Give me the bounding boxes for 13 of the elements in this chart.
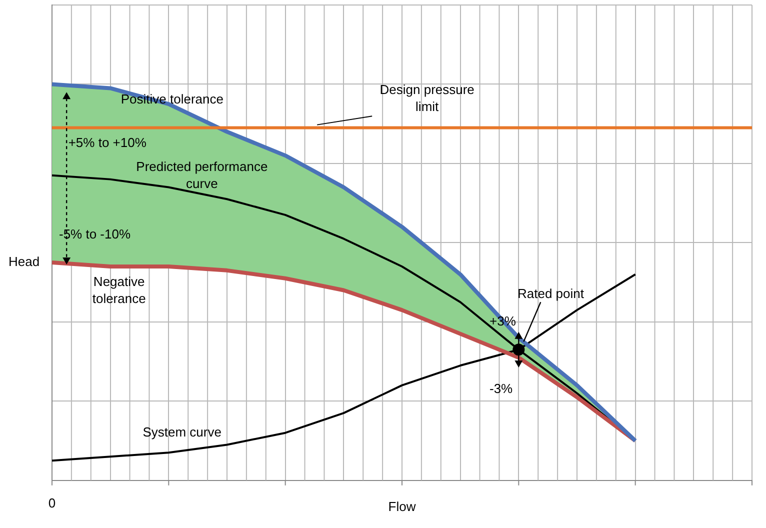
- series-label: Negative tolerance: [92, 274, 146, 306]
- annotation: +3%: [490, 314, 516, 329]
- series-label: System curve: [142, 424, 222, 440]
- text: 0: [48, 496, 56, 511]
- annotation: -5% to -10%: [59, 226, 131, 242]
- annotation: Rated point: [518, 286, 584, 301]
- x-axis-title: Flow: [388, 498, 416, 514]
- series-label: Predicted performance curve: [136, 159, 268, 192]
- annotation: +5% to +10%: [68, 135, 147, 150]
- annotation: -3%: [490, 380, 514, 396]
- series-label: Positive tolerance: [120, 92, 224, 107]
- y-axis-title: Head: [8, 254, 40, 270]
- ref-line-label: Design pressure limit: [380, 82, 474, 114]
